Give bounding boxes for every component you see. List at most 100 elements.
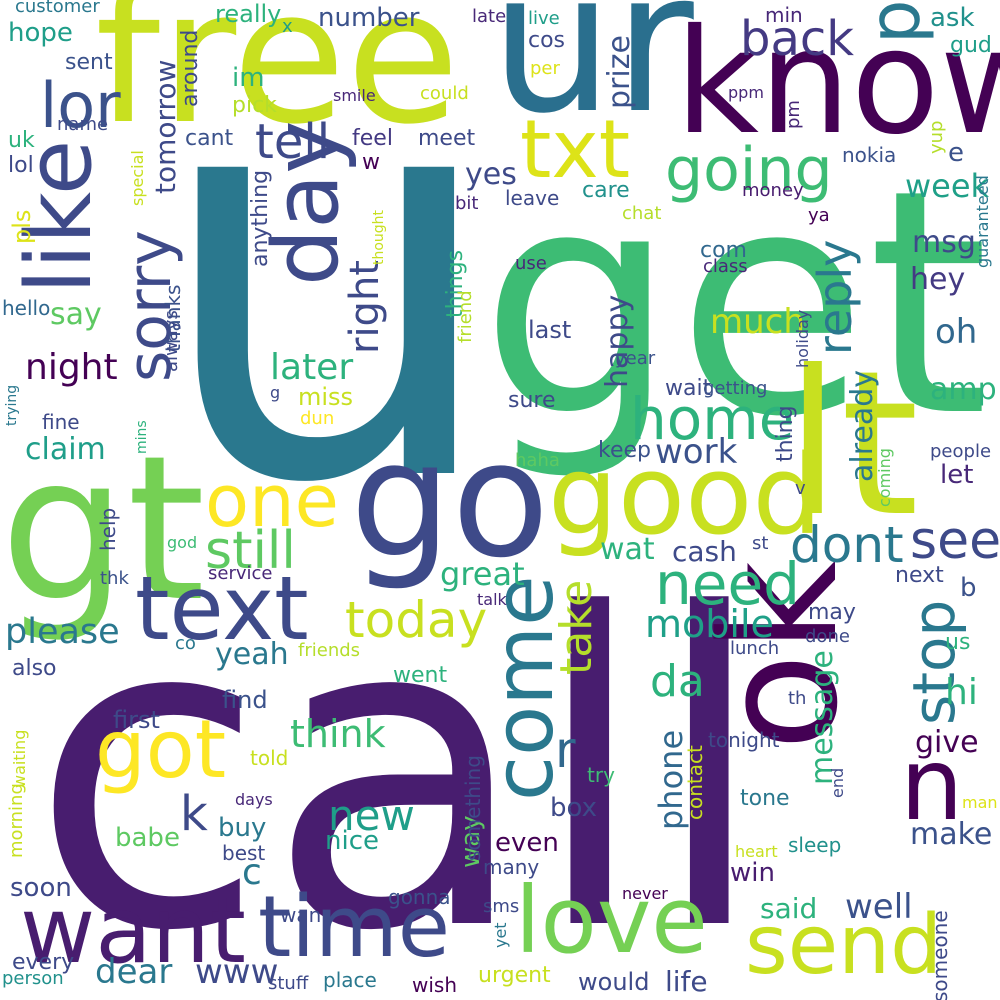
word: back xyxy=(740,11,855,67)
word: thk xyxy=(100,568,129,589)
word: da xyxy=(650,656,705,707)
word: right xyxy=(342,260,388,354)
word: txt xyxy=(520,103,631,196)
word: nice xyxy=(325,826,379,856)
word: something xyxy=(461,755,485,861)
word: hi xyxy=(945,672,978,713)
word: amp xyxy=(930,372,997,407)
word: dear xyxy=(95,952,173,992)
word: later xyxy=(270,347,354,388)
word: people xyxy=(930,441,992,462)
word: many xyxy=(483,855,540,879)
word: sure xyxy=(508,388,556,413)
word: week xyxy=(905,167,990,205)
word: around xyxy=(178,29,203,107)
word: help xyxy=(96,507,120,551)
word: home xyxy=(630,385,795,453)
word: wait xyxy=(665,376,712,401)
word: mins xyxy=(134,420,150,454)
word: x xyxy=(282,16,293,37)
word: heart xyxy=(735,842,778,861)
word: w xyxy=(362,150,380,175)
word: best xyxy=(222,841,266,865)
word: year xyxy=(615,348,656,369)
word: cos xyxy=(528,28,566,53)
word: one xyxy=(205,459,339,543)
word: com xyxy=(700,238,747,263)
word: man xyxy=(962,793,998,812)
word: th xyxy=(788,688,807,709)
word: leave xyxy=(505,186,560,210)
word: mobile xyxy=(645,602,774,646)
word: money xyxy=(742,180,804,201)
word: already xyxy=(845,369,880,482)
word: n xyxy=(900,726,964,843)
word: k xyxy=(180,786,208,842)
word: waiting xyxy=(10,729,29,788)
word: msg xyxy=(912,225,976,260)
word: st xyxy=(752,533,769,554)
word: got xyxy=(95,703,227,796)
word: class xyxy=(703,256,748,277)
word: buy xyxy=(218,813,267,843)
word: friends xyxy=(298,640,361,661)
word: live xyxy=(528,8,560,29)
word: could xyxy=(420,83,469,104)
word: would xyxy=(578,968,650,996)
word: well xyxy=(845,887,913,927)
word: per xyxy=(530,58,560,79)
word: nokia xyxy=(842,143,897,167)
word: go xyxy=(350,406,550,593)
word: free xyxy=(95,0,460,165)
word: lor xyxy=(40,69,121,142)
word: thing xyxy=(773,405,798,462)
word: great xyxy=(440,555,525,593)
word: good xyxy=(548,431,823,559)
word: oh xyxy=(935,312,978,352)
word: meet xyxy=(418,126,476,151)
word: hope xyxy=(8,18,73,48)
word: friend xyxy=(455,290,476,343)
word: text xyxy=(135,557,309,660)
word: ur xyxy=(490,0,694,156)
word: person xyxy=(2,968,64,989)
word: never xyxy=(622,884,668,903)
word: yet xyxy=(491,922,510,948)
word: customer xyxy=(15,0,100,17)
word: tonight xyxy=(708,728,780,752)
word: last xyxy=(528,316,572,344)
word: make xyxy=(910,817,993,852)
word: went xyxy=(393,663,448,688)
word: gt xyxy=(0,413,206,646)
word: ppm xyxy=(728,83,764,102)
word: claim xyxy=(25,432,106,467)
word: morning xyxy=(6,783,27,858)
word: next xyxy=(895,563,944,588)
word: soon xyxy=(10,873,72,903)
word: use xyxy=(515,253,547,274)
word: also xyxy=(12,656,57,681)
word: take xyxy=(551,579,602,675)
word: talk xyxy=(477,590,507,609)
word: prize xyxy=(602,35,637,109)
word: wan xyxy=(280,903,322,927)
word: lunch xyxy=(730,638,780,659)
word: care xyxy=(582,178,630,203)
word: see xyxy=(910,511,1000,571)
word: try xyxy=(587,763,615,787)
word: hey xyxy=(910,262,966,297)
word: im xyxy=(232,63,265,93)
word: late xyxy=(472,6,507,27)
word: even xyxy=(495,828,559,858)
word: bit xyxy=(455,193,479,214)
word: www xyxy=(195,952,279,992)
word: someone xyxy=(928,910,952,1000)
word: co xyxy=(175,633,196,654)
word: ya xyxy=(808,205,830,226)
word: babe xyxy=(115,823,180,853)
word: much xyxy=(710,302,805,342)
word: tell xyxy=(255,114,331,170)
word: trying xyxy=(4,384,20,426)
word: gud xyxy=(950,33,992,58)
word: r xyxy=(555,721,576,779)
